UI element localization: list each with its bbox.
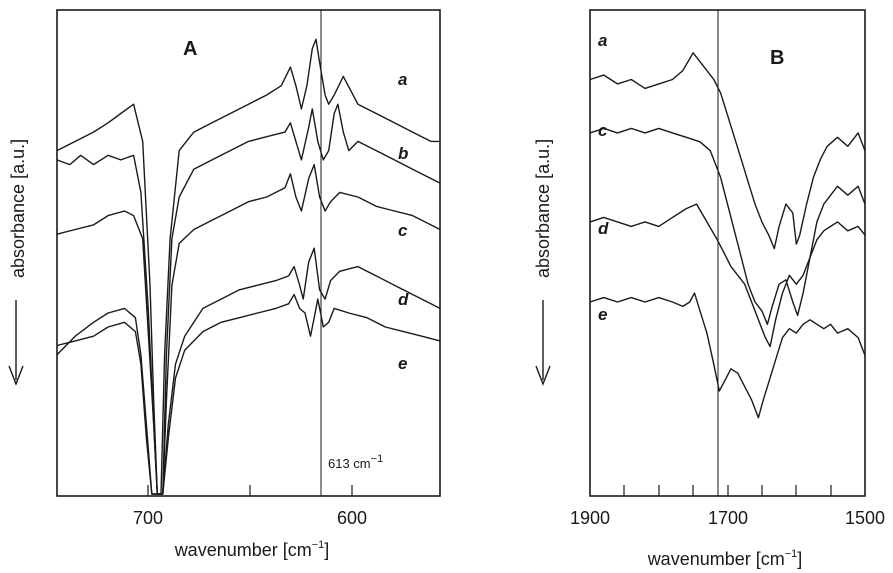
panel-b: B a c d e 1900 1700 1500 wavenumber [cm−… bbox=[533, 9, 885, 569]
panel-a: A 613 cm−1 a b c d e 700 600 wavenumber … bbox=[8, 9, 441, 560]
panel-a-series-a-line bbox=[56, 38, 440, 495]
panel-b-series-c-line bbox=[589, 127, 866, 325]
panel-b-series-label-e: e bbox=[598, 305, 607, 324]
panel-a-series-e-line bbox=[56, 293, 441, 495]
panel-a-marker-label: 613 cm−1 bbox=[328, 453, 383, 471]
panel-a-series-d-line bbox=[56, 247, 441, 495]
panel-a-xlabel: wavenumber [cm−1] bbox=[174, 539, 330, 560]
panel-a-series-label-b: b bbox=[398, 144, 408, 163]
panel-a-series-label-a: a bbox=[398, 70, 407, 89]
panel-a-label: A bbox=[183, 38, 197, 60]
panel-b-series-label-c: c bbox=[598, 121, 608, 140]
panel-a-traces bbox=[56, 38, 441, 495]
panel-a-series-label-e: e bbox=[398, 354, 407, 373]
panel-a-series-label-c: c bbox=[398, 221, 408, 240]
panel-a-series-label-d: d bbox=[398, 290, 409, 309]
panel-b-label: B bbox=[770, 47, 784, 69]
panel-a-ticklabel-700: 700 bbox=[133, 508, 163, 528]
panel-a-series-b-line bbox=[56, 103, 441, 495]
panel-b-series-label-a: a bbox=[598, 31, 607, 50]
panel-b-series-a-line bbox=[589, 52, 866, 250]
panel-b-series-label-d: d bbox=[598, 219, 609, 238]
panel-b-ylabel-arrow bbox=[535, 300, 551, 386]
panel-a-frame bbox=[56, 9, 441, 497]
panel-b-frame bbox=[589, 9, 866, 497]
panel-b-series-d-line bbox=[589, 203, 866, 348]
panel-b-ticklabel-1700: 1700 bbox=[708, 508, 748, 528]
panel-b-ticklabel-1500: 1500 bbox=[845, 508, 885, 528]
panel-a-ylabel: absorbance [a.u.] bbox=[8, 139, 28, 278]
panel-b-xlabel: wavenumber [cm−1] bbox=[647, 548, 803, 569]
panel-a-ticklabel-600: 600 bbox=[337, 508, 367, 528]
panel-b-series-e-line bbox=[589, 292, 866, 419]
panel-a-ylabel-arrow bbox=[8, 300, 24, 386]
panel-b-ticklabel-1900: 1900 bbox=[570, 508, 610, 528]
panel-b-ylabel: absorbance [a.u.] bbox=[533, 139, 553, 278]
panel-b-traces bbox=[589, 52, 866, 419]
panel-a-series-c-line bbox=[56, 163, 441, 495]
